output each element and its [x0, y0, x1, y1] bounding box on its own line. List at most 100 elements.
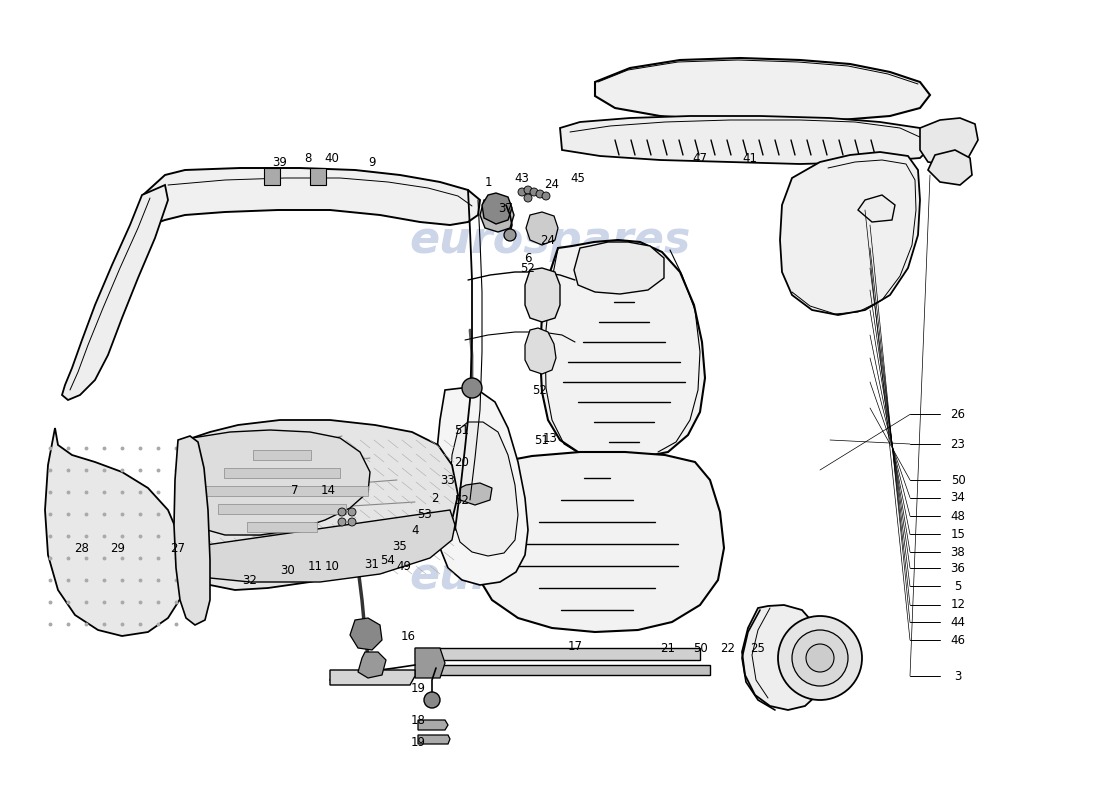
Circle shape — [518, 188, 526, 196]
Text: 14: 14 — [320, 483, 336, 497]
Text: 29: 29 — [110, 542, 125, 554]
Text: 35: 35 — [393, 539, 407, 553]
Polygon shape — [182, 420, 458, 590]
Circle shape — [348, 508, 356, 516]
Text: 24: 24 — [540, 234, 556, 246]
Polygon shape — [264, 168, 280, 185]
Polygon shape — [253, 450, 311, 460]
Text: 54: 54 — [381, 554, 395, 566]
Polygon shape — [62, 185, 168, 400]
Text: 8: 8 — [305, 151, 311, 165]
Text: 7: 7 — [292, 483, 299, 497]
Text: 23: 23 — [950, 438, 966, 450]
Text: 1: 1 — [484, 175, 492, 189]
Text: 38: 38 — [950, 546, 966, 558]
Text: 16: 16 — [400, 630, 416, 642]
Polygon shape — [418, 735, 450, 744]
Polygon shape — [142, 168, 480, 225]
Text: 36: 36 — [950, 562, 966, 574]
Text: 24: 24 — [544, 178, 560, 191]
Circle shape — [542, 192, 550, 200]
Text: 51: 51 — [454, 423, 470, 437]
Text: 22: 22 — [720, 642, 736, 654]
Text: 30: 30 — [280, 563, 296, 577]
Text: 53: 53 — [418, 509, 432, 522]
Circle shape — [524, 186, 532, 194]
Text: 26: 26 — [950, 408, 966, 421]
Text: eurospares: eurospares — [409, 554, 691, 598]
Polygon shape — [248, 522, 317, 532]
Text: 3: 3 — [955, 670, 961, 682]
Text: 11: 11 — [308, 559, 322, 573]
Text: 13: 13 — [542, 431, 558, 445]
Text: 52: 52 — [454, 494, 470, 506]
Polygon shape — [540, 240, 705, 458]
Circle shape — [338, 508, 346, 516]
Polygon shape — [436, 388, 528, 585]
Circle shape — [792, 630, 848, 686]
Circle shape — [348, 518, 356, 526]
Polygon shape — [310, 168, 326, 185]
Text: 17: 17 — [568, 639, 583, 653]
Polygon shape — [330, 670, 415, 685]
Polygon shape — [525, 328, 556, 374]
Text: 2: 2 — [431, 491, 439, 505]
Text: 46: 46 — [950, 634, 966, 646]
Polygon shape — [348, 450, 390, 482]
Polygon shape — [858, 195, 895, 222]
Text: 10: 10 — [324, 559, 340, 573]
Polygon shape — [418, 720, 448, 730]
Text: 40: 40 — [324, 151, 340, 165]
Circle shape — [462, 378, 482, 398]
Text: 47: 47 — [693, 151, 707, 165]
Text: 41: 41 — [742, 151, 758, 165]
Text: 15: 15 — [950, 528, 966, 541]
Circle shape — [778, 616, 862, 700]
Circle shape — [504, 229, 516, 241]
Text: 39: 39 — [273, 155, 287, 169]
Text: 32: 32 — [243, 574, 257, 586]
Polygon shape — [45, 428, 185, 636]
Polygon shape — [196, 486, 368, 496]
Text: 34: 34 — [950, 491, 966, 504]
Text: 28: 28 — [75, 542, 89, 554]
Polygon shape — [224, 468, 340, 478]
Polygon shape — [430, 665, 710, 675]
Polygon shape — [468, 452, 724, 632]
Text: 43: 43 — [515, 171, 529, 185]
Polygon shape — [185, 430, 370, 535]
Polygon shape — [525, 268, 560, 322]
Circle shape — [524, 194, 532, 202]
Polygon shape — [920, 118, 978, 165]
Polygon shape — [595, 58, 930, 122]
Polygon shape — [742, 605, 825, 710]
Polygon shape — [358, 652, 386, 678]
Text: 19: 19 — [410, 682, 426, 694]
Text: 31: 31 — [364, 558, 380, 571]
Polygon shape — [218, 504, 346, 514]
Text: 52: 52 — [532, 383, 548, 397]
Text: 6: 6 — [525, 251, 531, 265]
Text: 27: 27 — [170, 542, 186, 554]
Text: 20: 20 — [454, 455, 470, 469]
Polygon shape — [526, 212, 558, 245]
Circle shape — [530, 188, 538, 196]
Text: 49: 49 — [396, 559, 411, 573]
Text: 44: 44 — [950, 616, 966, 629]
Polygon shape — [574, 242, 664, 294]
Text: 21: 21 — [660, 642, 675, 654]
Text: 51: 51 — [535, 434, 549, 446]
Text: 45: 45 — [571, 171, 585, 185]
Polygon shape — [482, 193, 512, 224]
Polygon shape — [928, 150, 972, 185]
Polygon shape — [415, 648, 446, 678]
Circle shape — [424, 692, 440, 708]
Text: 37: 37 — [498, 202, 514, 214]
Polygon shape — [450, 422, 518, 556]
Text: 48: 48 — [950, 510, 966, 522]
Text: 4: 4 — [411, 523, 419, 537]
Polygon shape — [415, 648, 700, 660]
Polygon shape — [185, 510, 455, 582]
Polygon shape — [460, 483, 492, 505]
Text: 9: 9 — [368, 155, 376, 169]
